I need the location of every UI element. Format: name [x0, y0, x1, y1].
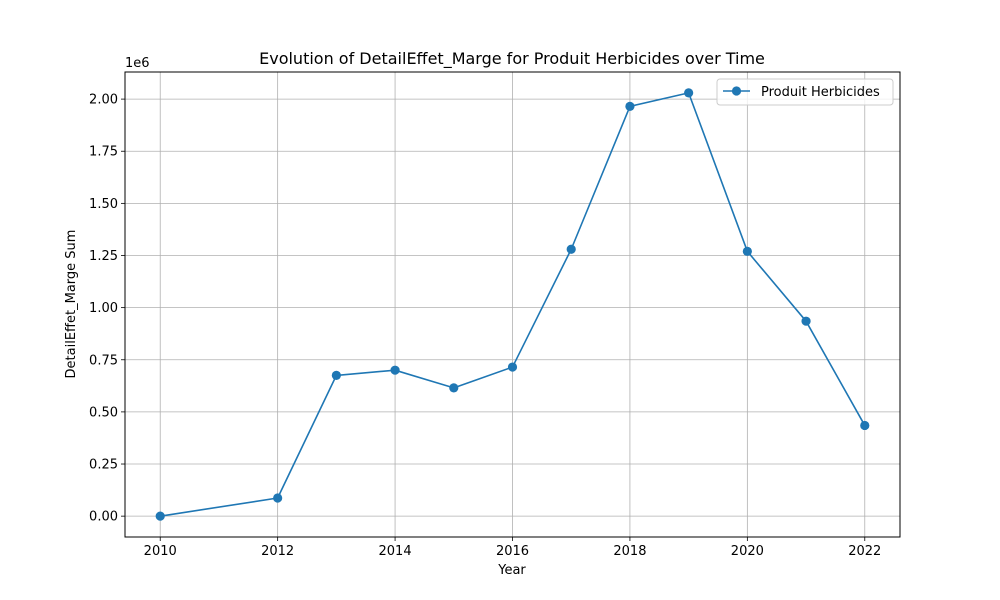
x-tick-label: 2020 — [731, 544, 764, 559]
series-line — [160, 92, 866, 517]
x-axis: 2010 2012 2014 2016 2018 2020 2022 — [144, 537, 881, 559]
data-point — [273, 493, 283, 503]
x-tick-label: 2010 — [144, 544, 177, 559]
y-axis-label: DetailEffet_Marge Sum — [64, 230, 79, 379]
y-tick-label: 0.50 — [89, 405, 118, 420]
x-tick-label: 2018 — [613, 544, 646, 559]
data-point — [801, 316, 811, 326]
x-axis-label: Year — [497, 563, 526, 578]
grid — [125, 72, 900, 537]
data-point — [331, 370, 341, 380]
data-point — [390, 365, 400, 375]
y-tick-label: 0.00 — [89, 510, 118, 525]
data-point — [625, 101, 635, 112]
y-tick-label: 1.00 — [89, 301, 118, 316]
data-point — [860, 420, 870, 431]
series-layer — [155, 88, 870, 521]
legend: Produit Herbicides — [716, 78, 894, 106]
data-point — [449, 383, 459, 393]
data-point — [155, 511, 165, 521]
chart-title: Evolution of DetailEffet_Marge for Produ… — [259, 49, 765, 69]
legend-label: Produit Herbicides — [761, 85, 880, 100]
data-point — [566, 244, 576, 254]
x-tick-label: 2016 — [496, 544, 529, 559]
x-tick-label: 2012 — [261, 544, 294, 559]
y-axis: 0.00 0.25 0.50 0.75 1.00 1.25 1.50 1.75 2.00 — [89, 93, 125, 525]
y-tick-label: 0.75 — [89, 353, 118, 368]
y-tick-label: 1.50 — [89, 197, 118, 212]
legend-marker-sample — [731, 86, 742, 96]
y-tick-label: 1.75 — [89, 145, 118, 160]
y-tick-label: 0.25 — [89, 458, 118, 473]
y-tick-label: 1.25 — [89, 249, 118, 264]
data-point — [742, 246, 752, 256]
data-point — [684, 88, 694, 98]
legend-box — [716, 78, 894, 106]
data-point — [507, 362, 518, 372]
x-tick-label: 2014 — [379, 544, 412, 559]
y-tick-label: 2.00 — [89, 93, 118, 108]
y-offset-label: 1e6 — [125, 56, 150, 71]
x-tick-label: 2022 — [848, 544, 881, 559]
